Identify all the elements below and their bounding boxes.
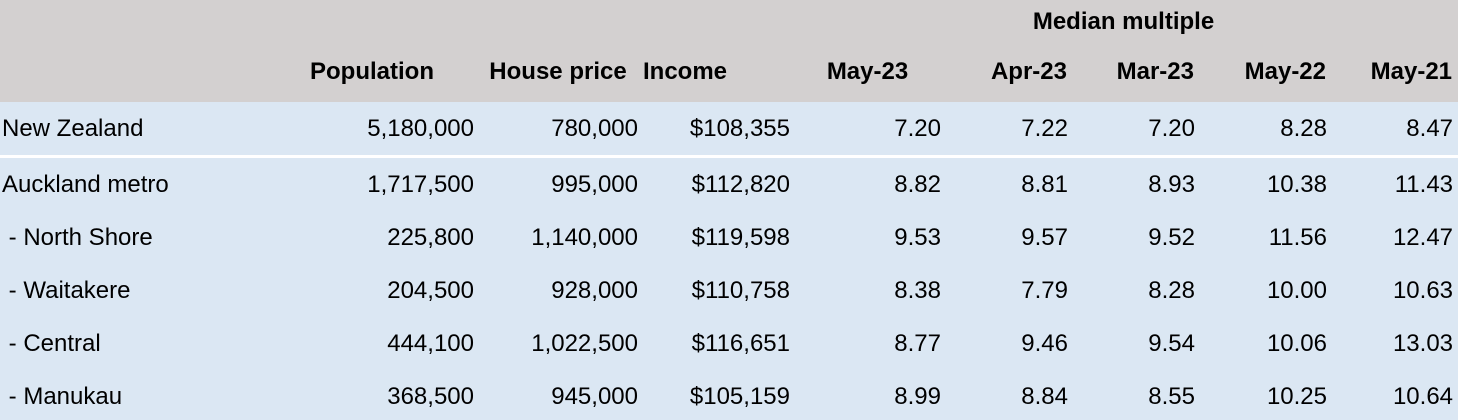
may-23-cell: 9.53 [795,211,946,264]
may-22-cell: 10.38 [1200,156,1332,211]
region-cell: - Manukau [0,370,271,420]
table-body: New Zealand 5,180,000 780,000 $108,355 7.20 7… [0,102,1458,420]
may-22-cell: 10.25 [1200,370,1332,420]
table-row: Auckland metro 1,717,500 995,000 $112,820 8.… [0,156,1458,211]
may-22-cell: 10.06 [1200,317,1332,370]
house-price-cell: 1,022,500 [479,317,643,370]
income-cell: $105,159 [643,370,795,420]
region-cell: - Central [0,317,271,370]
income-cell: $108,355 [643,102,795,158]
apr-23-cell: 9.46 [946,317,1073,370]
mar-23-cell: 8.55 [1073,370,1200,420]
population-cell: 1,717,500 [271,156,479,211]
may-21-cell: 10.63 [1332,264,1458,317]
header-column-row: Population House price Income May-23 Apr… [0,43,1458,102]
region-cell: Auckland metro [0,156,271,211]
may-23-cell: 8.77 [795,317,946,370]
region-cell: - North Shore [0,211,271,264]
column-header-region [0,43,271,102]
income-cell: $110,758 [643,264,795,317]
may-23-cell: 8.38 [795,264,946,317]
column-header-mar-23: Mar-23 [1116,57,1194,85]
header-group-row: Median multiple [0,0,1458,43]
may-21-cell: 13.03 [1332,317,1458,370]
may-21-cell: 8.47 [1332,102,1458,158]
table-row: - Waitakere 204,500 928,000 $110,758 8.38 7.7… [0,264,1458,317]
column-header-house-price: House price [489,57,627,85]
mar-23-cell: 9.54 [1073,317,1200,370]
house-price-cell: 928,000 [479,264,643,317]
may-23-cell: 8.99 [795,370,946,420]
population-cell: 5,180,000 [271,102,479,158]
may-21-cell: 10.64 [1332,370,1458,420]
may-22-cell: 11.56 [1200,211,1332,264]
table-row: New Zealand 5,180,000 780,000 $108,355 7.20 7… [0,102,1458,158]
may-23-cell: 8.82 [795,156,946,211]
mar-23-cell: 8.28 [1073,264,1200,317]
apr-23-cell: 7.22 [946,102,1073,158]
column-header-population: Population [310,57,434,85]
house-price-cell: 1,140,000 [479,211,643,264]
apr-23-cell: 8.84 [946,370,1073,420]
apr-23-cell: 8.81 [946,156,1073,211]
region-cell: New Zealand [0,102,271,158]
house-price-cell: 780,000 [479,102,643,158]
column-header-income: Income [643,57,728,85]
column-header-may-23: May-23 [826,57,909,85]
apr-23-cell: 7.79 [946,264,1073,317]
income-cell: $116,651 [643,317,795,370]
may-22-cell: 10.00 [1200,264,1332,317]
house-price-cell: 945,000 [479,370,643,420]
median-multiple-group-header: Median multiple [1032,7,1215,35]
table-row: - Central 444,100 1,022,500 $116,651 8.77 9.4… [0,317,1458,370]
mar-23-cell: 9.52 [1073,211,1200,264]
mar-23-cell: 8.93 [1073,156,1200,211]
population-cell: 368,500 [271,370,479,420]
may-21-cell: 12.47 [1332,211,1458,264]
house-price-cell: 995,000 [479,156,643,211]
column-header-may-21: May-21 [1370,57,1453,85]
mar-23-cell: 7.20 [1073,102,1200,158]
population-cell: 225,800 [271,211,479,264]
header-spacer [0,0,795,43]
population-cell: 444,100 [271,317,479,370]
population-cell: 204,500 [271,264,479,317]
table-header: Median multiple Population House price I… [0,0,1458,102]
may-22-cell: 8.28 [1200,102,1332,158]
income-cell: $112,820 [643,156,795,211]
may-23-cell: 7.20 [795,102,946,158]
may-21-cell: 11.43 [1332,156,1458,211]
region-cell: - Waitakere [0,264,271,317]
income-cell: $119,598 [643,211,795,264]
column-header-apr-23: Apr-23 [990,57,1067,85]
apr-23-cell: 9.57 [946,211,1073,264]
column-header-may-22: May-22 [1244,57,1326,85]
table-row: - North Shore 225,800 1,140,000 $119,598 9.5… [0,211,1458,264]
table-row: - Manukau 368,500 945,000 $105,159 8.99 8.84 8… [0,370,1458,420]
